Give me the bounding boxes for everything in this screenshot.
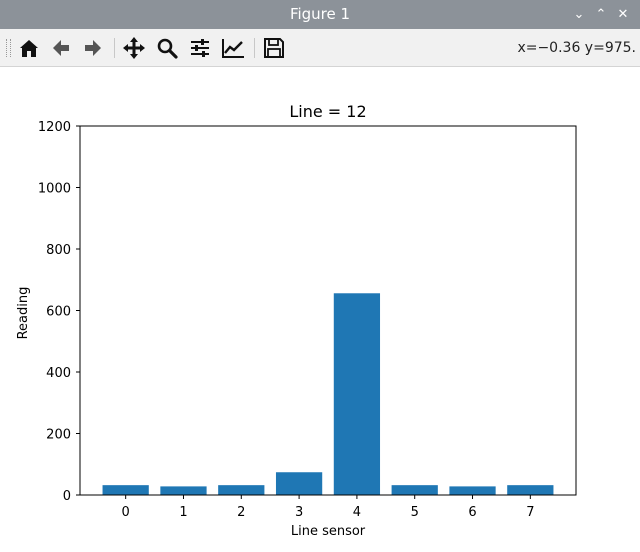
zoom-button[interactable] (154, 35, 180, 61)
window-titlebar: Figure 1 ⌄ ⌃ ✕ (0, 0, 640, 29)
edit-axis-button[interactable] (220, 35, 246, 61)
chart-title: Line = 12 (289, 102, 366, 121)
bar-sensor-7 (507, 485, 554, 495)
toolbar-separator (114, 38, 115, 58)
edit-axis-icon (222, 39, 244, 58)
save-icon (264, 38, 284, 58)
pan-icon (123, 37, 145, 59)
home-button[interactable] (16, 35, 42, 61)
bar-chart: Line = 12 0 200 400 600 800 1000 1200 0 1 2 3 4 5 6 7… (16, 102, 577, 539)
toolbar-separator (254, 38, 255, 58)
y-tick-label: 200 (46, 428, 71, 443)
subplots-icon (191, 39, 209, 57)
pan-button[interactable] (121, 35, 147, 61)
x-tick-label: 0 (122, 505, 130, 520)
window-controls: ⌄ ⌃ ✕ (568, 0, 634, 29)
home-icon (20, 40, 38, 57)
subplots-button[interactable] (187, 35, 213, 61)
forward-button[interactable] (80, 35, 106, 61)
y-tick-label: 400 (46, 366, 71, 381)
x-tick-label: 3 (295, 505, 303, 520)
bars-group (102, 293, 554, 495)
forward-icon (85, 40, 101, 56)
x-tick-label: 7 (526, 505, 534, 520)
x-tick-label: 2 (237, 505, 245, 520)
navigation-toolbar: x=−0.36 y=975. (0, 29, 640, 67)
x-tick-label: 1 (179, 505, 187, 520)
back-button[interactable] (48, 35, 74, 61)
bar-sensor-3 (275, 472, 323, 495)
maximize-icon[interactable]: ⌃ (595, 7, 607, 22)
close-icon[interactable]: ✕ (617, 7, 629, 22)
bar-sensor-1 (160, 486, 207, 495)
x-axis-label: Line sensor (291, 524, 366, 539)
bar-sensor-5 (391, 485, 438, 495)
x-tick-label: 4 (353, 505, 361, 520)
y-axis-label: Reading (16, 287, 31, 340)
y-tick-label: 1000 (38, 182, 71, 197)
x-tick-label: 5 (411, 505, 419, 520)
window-title: Figure 1 (289, 5, 351, 23)
y-tick-label: 600 (46, 305, 71, 320)
x-tick-label: 6 (468, 505, 476, 520)
back-icon (53, 40, 69, 56)
bar-sensor-0 (102, 485, 149, 495)
save-button[interactable] (261, 35, 287, 61)
axes-frame (79, 125, 577, 496)
zoom-icon (157, 38, 178, 59)
cursor-coordinates: x=−0.36 y=975. (517, 40, 636, 56)
toolbar-grip (6, 39, 11, 57)
bar-sensor-4 (333, 293, 381, 495)
figure-canvas[interactable]: Line = 12 0 200 400 600 800 1000 1200 0 1 2 3 4 5 6 7… (0, 67, 640, 548)
bar-sensor-2 (218, 485, 265, 495)
y-tick-label: 0 (63, 489, 71, 504)
y-tick-label: 800 (46, 243, 71, 258)
bar-sensor-6 (449, 486, 496, 495)
x-axis: 0 1 2 3 4 5 6 7 (122, 495, 534, 520)
minimize-icon[interactable]: ⌄ (573, 7, 585, 22)
y-axis: 0 200 400 600 800 1000 1200 (38, 120, 80, 504)
y-tick-label: 1200 (38, 120, 71, 135)
